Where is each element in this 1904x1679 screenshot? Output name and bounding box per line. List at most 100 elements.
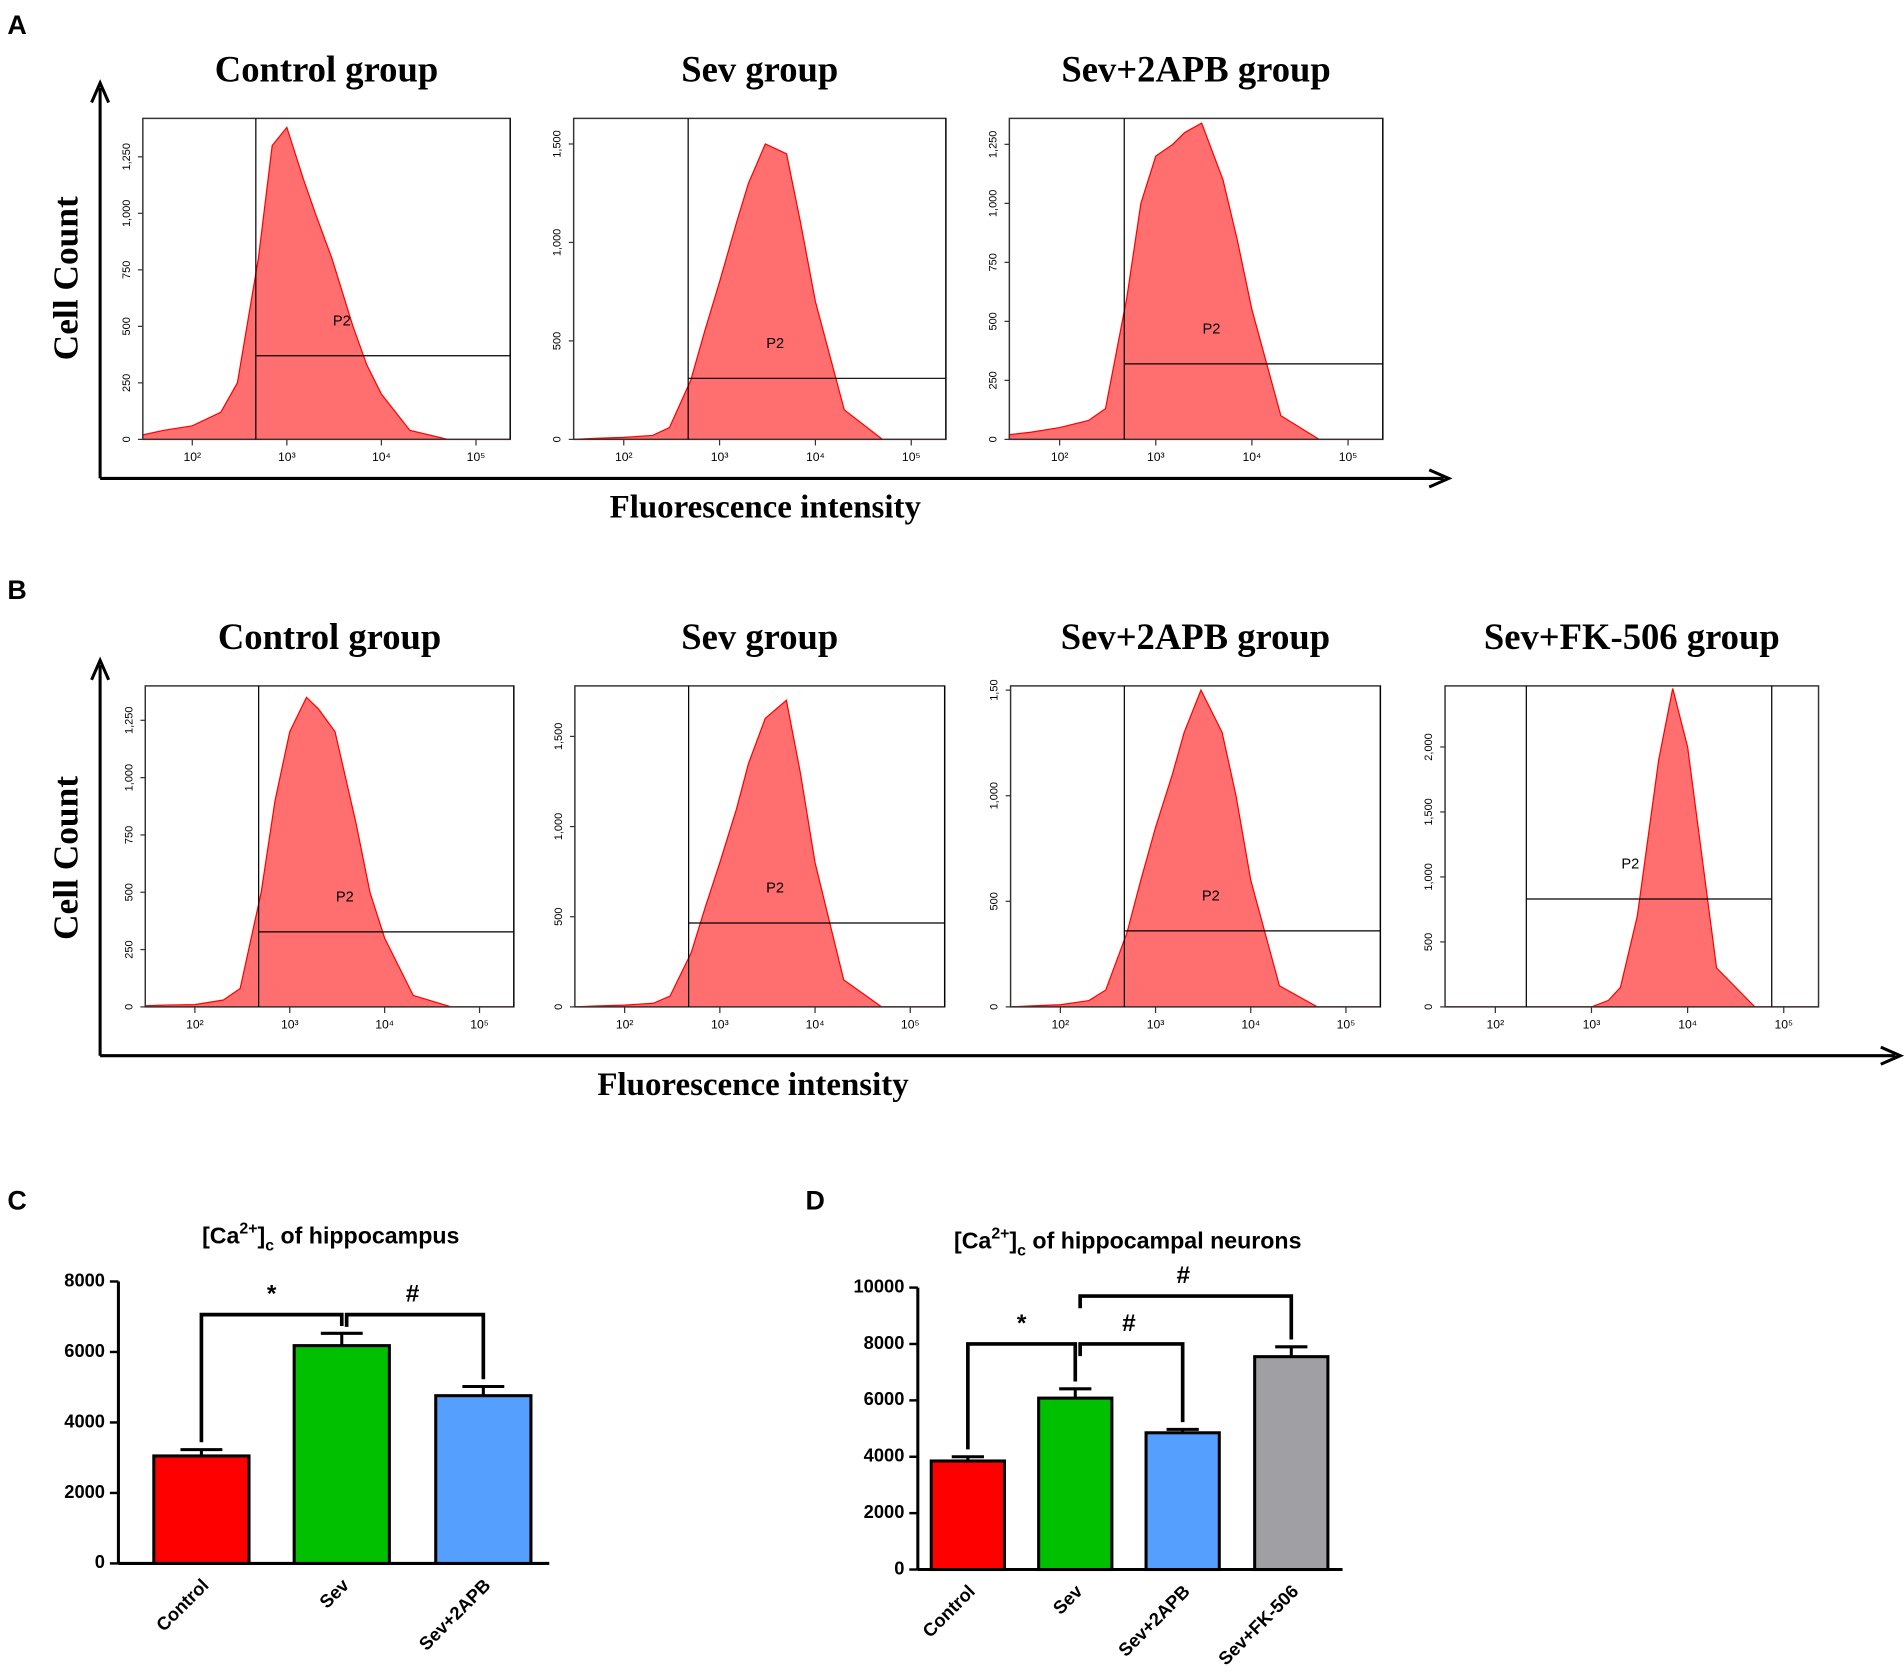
gate-label: P2 <box>766 881 784 897</box>
title-part: c <box>1017 1242 1026 1259</box>
bar <box>434 1394 533 1565</box>
x-tick-label: 10³ <box>1583 1017 1601 1031</box>
y-tick-label: 1,250 <box>987 131 999 158</box>
x-tick-label: 10² <box>615 450 633 464</box>
x-tick-label: 10² <box>616 1017 634 1031</box>
x-tick-label: 10³ <box>711 1017 729 1031</box>
y-tick-label: 1,500 <box>552 130 564 157</box>
x-tick-label: 10⁴ <box>1243 450 1262 464</box>
arrow-heads <box>90 79 1904 1066</box>
plot-frame <box>1444 685 1820 1008</box>
bar <box>292 1344 391 1565</box>
y-tick-label: 2000 <box>864 1501 905 1522</box>
significance-label: # <box>1176 1262 1190 1289</box>
histogram-area <box>574 699 945 1008</box>
y-tick-label: 4000 <box>864 1445 905 1466</box>
x-axis-label: Fluorescence intensity <box>610 490 922 526</box>
significance-bracket <box>344 1312 486 1380</box>
y-tick-label: 500 <box>121 317 133 335</box>
chart-title: Sev group <box>681 49 838 90</box>
bar <box>1144 1431 1221 1572</box>
y-tick-label: 500 <box>123 883 135 901</box>
y-tick-label: 1,000 <box>123 764 135 791</box>
histogram-area <box>1008 122 1383 440</box>
significance-bracket <box>1078 1294 1294 1340</box>
y-tick-label: 8000 <box>864 1332 905 1353</box>
y-tick-label: 0 <box>987 436 999 442</box>
x-tick-label: 10³ <box>711 450 729 464</box>
x-tick-label: 10⁴ <box>1678 1017 1697 1031</box>
panel-label: D <box>806 1185 825 1215</box>
y-tick-label: 500 <box>989 892 1001 910</box>
chart-title: [Ca2+]c of hippocampus <box>202 1220 459 1254</box>
y-tick-label: 6000 <box>64 1340 105 1361</box>
y-tick-label: 1,000 <box>121 200 133 227</box>
y-tick-label: 4000 <box>64 1410 105 1431</box>
y-tick-label: 0 <box>894 1557 904 1578</box>
title-part: ] <box>258 1223 266 1249</box>
y-tick-label: 750 <box>123 826 135 844</box>
y-tick-label: 750 <box>987 253 999 271</box>
y-tick-label: 8000 <box>64 1269 105 1290</box>
significance-label: # <box>406 1281 420 1308</box>
title-part: [Ca <box>954 1228 992 1254</box>
histogram-area <box>142 126 511 440</box>
panel-label: C <box>7 1185 26 1215</box>
x-tick-label: 10⁵ <box>1339 450 1358 464</box>
y-tick-label: 250 <box>987 371 999 389</box>
y-tick-label: 1,000 <box>989 782 1001 809</box>
y-tick-label: 1,000 <box>552 229 564 256</box>
x-tick-label: 10⁵ <box>470 1017 489 1031</box>
x-tick-label: 10² <box>1052 1017 1070 1031</box>
x-tick-label: Sev+2APB <box>415 1574 495 1654</box>
histogram-area <box>1445 688 1819 1008</box>
chart-title: Sev group <box>681 616 838 657</box>
y-tick-label: 10000 <box>854 1275 905 1296</box>
x-tick-label: 10² <box>186 1017 204 1031</box>
y-tick-label: 0 <box>989 1004 1001 1010</box>
histogram-area <box>1010 688 1381 1008</box>
title-part: of hippocampus <box>274 1223 459 1249</box>
y-tick-label: 1,250 <box>121 143 133 170</box>
x-tick-label: 10⁴ <box>806 450 825 464</box>
panel-label: B <box>7 575 26 605</box>
y-tick-label: 6000 <box>864 1388 905 1409</box>
y-axis-label: Cell Count <box>46 196 86 360</box>
chart-title: Sev+2APB group <box>1061 49 1330 90</box>
y-tick-label: 500 <box>1423 933 1435 951</box>
histogram-area <box>144 696 514 1008</box>
x-tick-label: Control <box>152 1574 213 1635</box>
significance-bracket <box>966 1342 1078 1450</box>
y-tick-label: 0 <box>123 1004 135 1010</box>
histogram-area <box>573 143 946 440</box>
x-tick-label: 10³ <box>281 1017 299 1031</box>
y-tick-label: 0 <box>95 1551 105 1572</box>
x-tick-label: Control <box>918 1580 979 1641</box>
y-tick-label: 1,000 <box>987 190 999 217</box>
x-tick-label: Sev <box>1049 1580 1087 1618</box>
x-tick-label: Sev+FK-506 <box>1214 1580 1303 1669</box>
title-part: 2+ <box>239 1220 257 1237</box>
y-tick-label: 2,000 <box>1423 733 1435 760</box>
x-tick-label: 10³ <box>1147 450 1165 464</box>
y-tick-label: 1,000 <box>1423 863 1435 890</box>
title-part: [Ca <box>202 1223 240 1249</box>
arrow-lines <box>98 87 1896 1058</box>
y-tick-label: 0 <box>552 436 564 442</box>
chart-title: [Ca2+]c of hippocampal neurons <box>954 1225 1302 1259</box>
y-tick-label: 0 <box>553 1004 565 1010</box>
y-tick-label: 500 <box>552 332 564 350</box>
x-tick-label: 10³ <box>1147 1017 1165 1031</box>
x-tick-label: Sev <box>315 1574 353 1612</box>
gate-label: P2 <box>333 313 351 329</box>
y-tick-label: 750 <box>121 261 133 279</box>
gate-label: P2 <box>1202 889 1220 905</box>
bar <box>152 1454 251 1565</box>
y-tick-label: 1,000 <box>553 813 565 840</box>
x-tick-label: 10⁴ <box>806 1017 825 1031</box>
bar <box>929 1459 1007 1572</box>
y-axis-label: Cell Count <box>46 776 86 940</box>
significance-label: * <box>267 1281 277 1308</box>
x-tick-label: 10⁵ <box>1774 1017 1793 1031</box>
